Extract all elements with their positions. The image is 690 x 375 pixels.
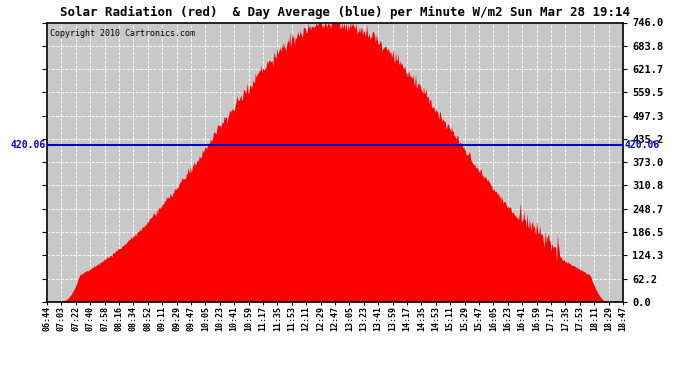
Text: Solar Radiation (red)  & Day Average (blue) per Minute W/m2 Sun Mar 28 19:14: Solar Radiation (red) & Day Average (blu… [60,6,630,19]
Text: Copyright 2010 Cartronics.com: Copyright 2010 Cartronics.com [50,30,195,39]
Text: 420.06: 420.06 [624,140,660,150]
Text: 420.06: 420.06 [10,140,46,150]
